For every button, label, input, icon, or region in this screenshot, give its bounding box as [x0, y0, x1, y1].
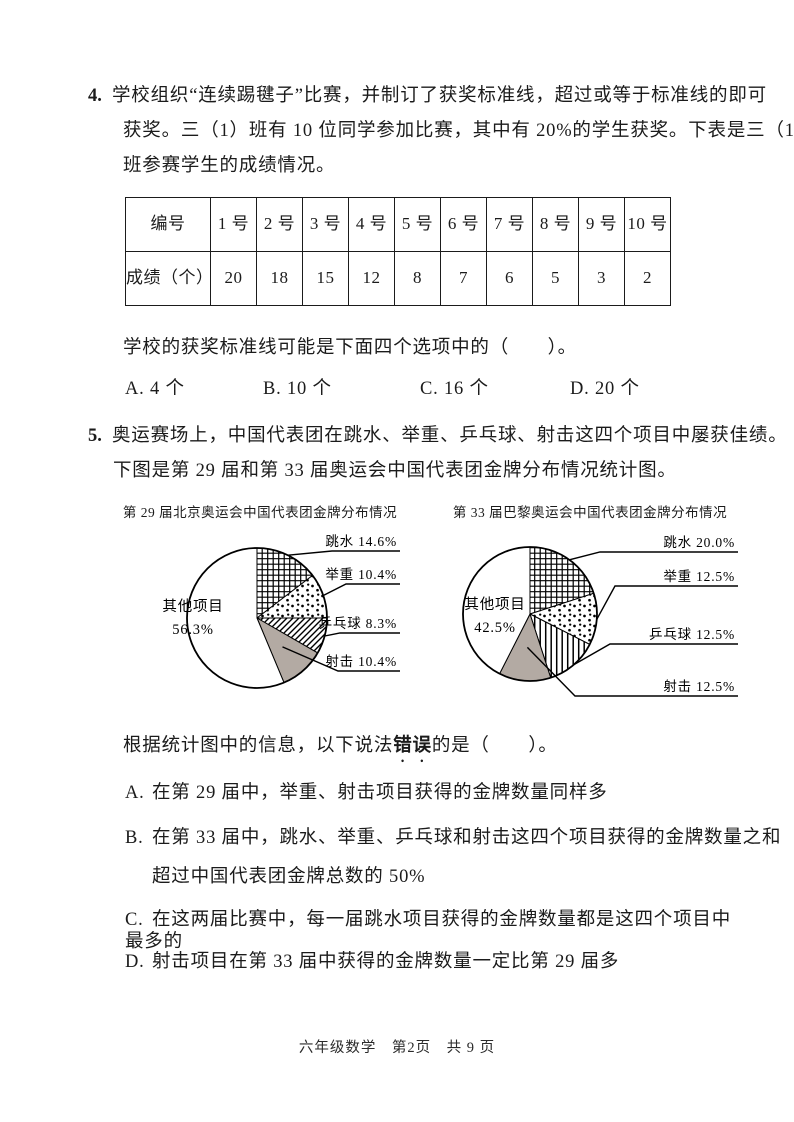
q4-line-3: 班参赛学生的成绩情况。	[123, 156, 336, 176]
q4-number: 4.	[88, 86, 102, 106]
q4-option-b: B. 10 个	[263, 379, 332, 399]
callout-line-射击	[526, 647, 738, 697]
pie-slice-label-乒乓球: 乒乓球 8.3%	[319, 616, 397, 631]
q5-option-a-text: 在第 29 届中，举重、射击项目获得的金牌数量同样多	[152, 783, 608, 803]
score-cell: 7	[440, 251, 487, 306]
callout-line-射击	[282, 646, 400, 672]
q5-option-b-letter: B.	[125, 828, 144, 848]
pie-slice-label-射击: 射击 12.5%	[663, 679, 735, 694]
q5-line-1: 5. 奥运赛场上，中国代表团在跳水、举重、乒乓球、射击这四个项目中屡获佳绩。	[88, 425, 788, 447]
q4-line-2: 获奖。三（1）班有 10 位同学参加比赛，其中有 20%的学生获奖。下表是三（1…	[123, 121, 794, 141]
score-cell: 3 号	[302, 197, 349, 252]
score-cell: 5	[532, 251, 579, 306]
pie-slice-label-跳水: 跳水 20.0%	[663, 535, 735, 550]
pie-other-label: 其他项目	[162, 598, 223, 615]
score-cell: 2 号	[256, 197, 303, 252]
score-cell: 6 号	[440, 197, 487, 252]
q5-option-a: A. 在第 29 届中，举重、射击项目获得的金牌数量同样多	[125, 782, 745, 804]
q4-option-d: D. 20 个	[570, 379, 640, 399]
pie-slice-label-乒乓球: 乒乓球 12.5%	[649, 627, 735, 642]
page-footer: 六年级数学 第2页 共 9 页	[298, 1040, 496, 1056]
pie-chart-33: 跳水 20.0% 举重 12.5% 乒乓球 12.5% 射击 12.5% 其他项目 42.…	[462, 535, 738, 697]
q5-prompt-suffix: 的是（ ）。	[431, 736, 558, 756]
score-cell: 8	[394, 251, 441, 306]
callout-line-跳水	[287, 550, 400, 557]
score-cell: 15	[302, 251, 349, 306]
callout-line-乒乓球	[573, 643, 738, 666]
q4-line-1: 4. 学校组织“连续踢毽子”比赛，并制订了获奖标准线，超过或等于标准线的即可	[88, 85, 767, 107]
pie-chart-29-title: 第 29 届北京奥运会中国代表团金牌分布情况	[122, 505, 398, 520]
pie-slice-label-跳水: 跳水 14.6%	[325, 534, 397, 549]
pie-other-label: 其他项目	[464, 596, 525, 613]
score-cell: 5 号	[394, 197, 441, 252]
pie-chart-block-29: 第 29 届北京奥运会中国代表团金牌分布情况 跳水 14.6% 举重 10.4% 乒…	[100, 505, 420, 718]
pie-chart-block-33: 第 33 届巴黎奥运会中国代表团金牌分布情况 跳水 20.0% 举重 12.5% 乒…	[422, 505, 758, 718]
score-cell: 4 号	[348, 197, 395, 252]
q5-number: 5.	[88, 426, 102, 446]
q5-prompt-prefix: 根据统计图中的信息，以下说法	[123, 736, 394, 756]
q5-option-c: C. 在这两届比赛中，每一届跳水项目获得的金牌数量都是这四个项目中最多的	[125, 909, 745, 953]
q4-option-c: C. 16 个	[420, 379, 489, 399]
score-cell: 6	[486, 251, 533, 306]
q4-text-1: 学校组织“连续踢毽子”比赛，并制订了获奖标准线，超过或等于标准线的即可	[112, 86, 767, 106]
q5-prompt: 根据统计图中的信息，以下说法错误的是（ ）。	[88, 735, 558, 766]
q5-prompt-emphasis: 错误	[393, 736, 432, 756]
score-cell: 9 号	[578, 197, 625, 252]
score-table-row-1: 成绩（个） 20 18 15 12 8 7 6 5 3 2	[125, 251, 671, 306]
q5-option-c-text: 在这两届比赛中，每一届跳水项目获得的金牌数量都是这四个项目中最多的	[125, 910, 732, 953]
pie-slice-label-射击: 射击 10.4%	[325, 654, 397, 669]
q5-option-a-letter: A.	[125, 783, 145, 803]
callout-line-跳水	[569, 551, 738, 561]
row-header-cell: 成绩（个）	[125, 251, 213, 306]
score-cell: 20	[210, 251, 257, 306]
q4-prompt: 学校的获奖标准线可能是下面四个选项中的（ ）。	[123, 338, 577, 358]
pie-slice-label-举重: 举重 10.4%	[325, 567, 397, 582]
q5-option-b: B. 在第 33 届中，跳水、举重、乒乓球和射击这四个项目获得的金牌数量之和 超过…	[125, 827, 780, 888]
pie-chart-33-title: 第 33 届巴黎奥运会中国代表团金牌分布情况	[452, 505, 728, 520]
q5-option-d-text: 射击项目在第 33 届中获得的金牌数量一定比第 29 届多	[152, 952, 620, 972]
callout-line-举重	[322, 583, 400, 597]
q5-text-1: 奥运赛场上，中国代表团在跳水、举重、乒乓球、射击这四个项目中屡获佳绩。	[112, 426, 788, 446]
pie-other-pct: 56.3%	[172, 622, 213, 638]
score-cell: 7 号	[486, 197, 533, 252]
score-cell: 10 号	[624, 197, 671, 252]
score-cell: 2	[624, 251, 671, 306]
row-header-cell: 编号	[125, 197, 211, 252]
q5-option-b-text-2: 超过中国代表团金牌总数的 50%	[152, 867, 426, 888]
score-cell: 12	[348, 251, 395, 306]
callout-line-乒乓球	[324, 632, 400, 637]
pie-chart-29: 跳水 14.6% 举重 10.4% 乒乓球 8.3% 射击 10.4% 其他项目 56.3…	[162, 534, 400, 690]
pie-slice-label-举重: 举重 12.5%	[663, 569, 735, 584]
score-cell: 18	[256, 251, 303, 306]
q4-option-a: A. 4 个	[125, 379, 185, 399]
q5-option-b-text-1: 在第 33 届中，跳水、举重、乒乓球和射击这四个项目获得的金牌数量之和	[152, 828, 782, 848]
score-cell: 1 号	[210, 197, 257, 252]
q5-line-2: 下图是第 29 届和第 33 届奥运会中国代表团金牌分布情况统计图。	[113, 461, 677, 481]
q5-option-c-letter: C.	[125, 910, 144, 930]
pie-other-pct: 42.5%	[474, 620, 515, 636]
callout-line-举重	[596, 585, 738, 620]
score-cell: 8 号	[532, 197, 579, 252]
q5-option-d: D. 射击项目在第 33 届中获得的金牌数量一定比第 29 届多	[125, 951, 745, 973]
score-cell: 3	[578, 251, 625, 306]
q5-option-d-letter: D.	[125, 952, 145, 972]
